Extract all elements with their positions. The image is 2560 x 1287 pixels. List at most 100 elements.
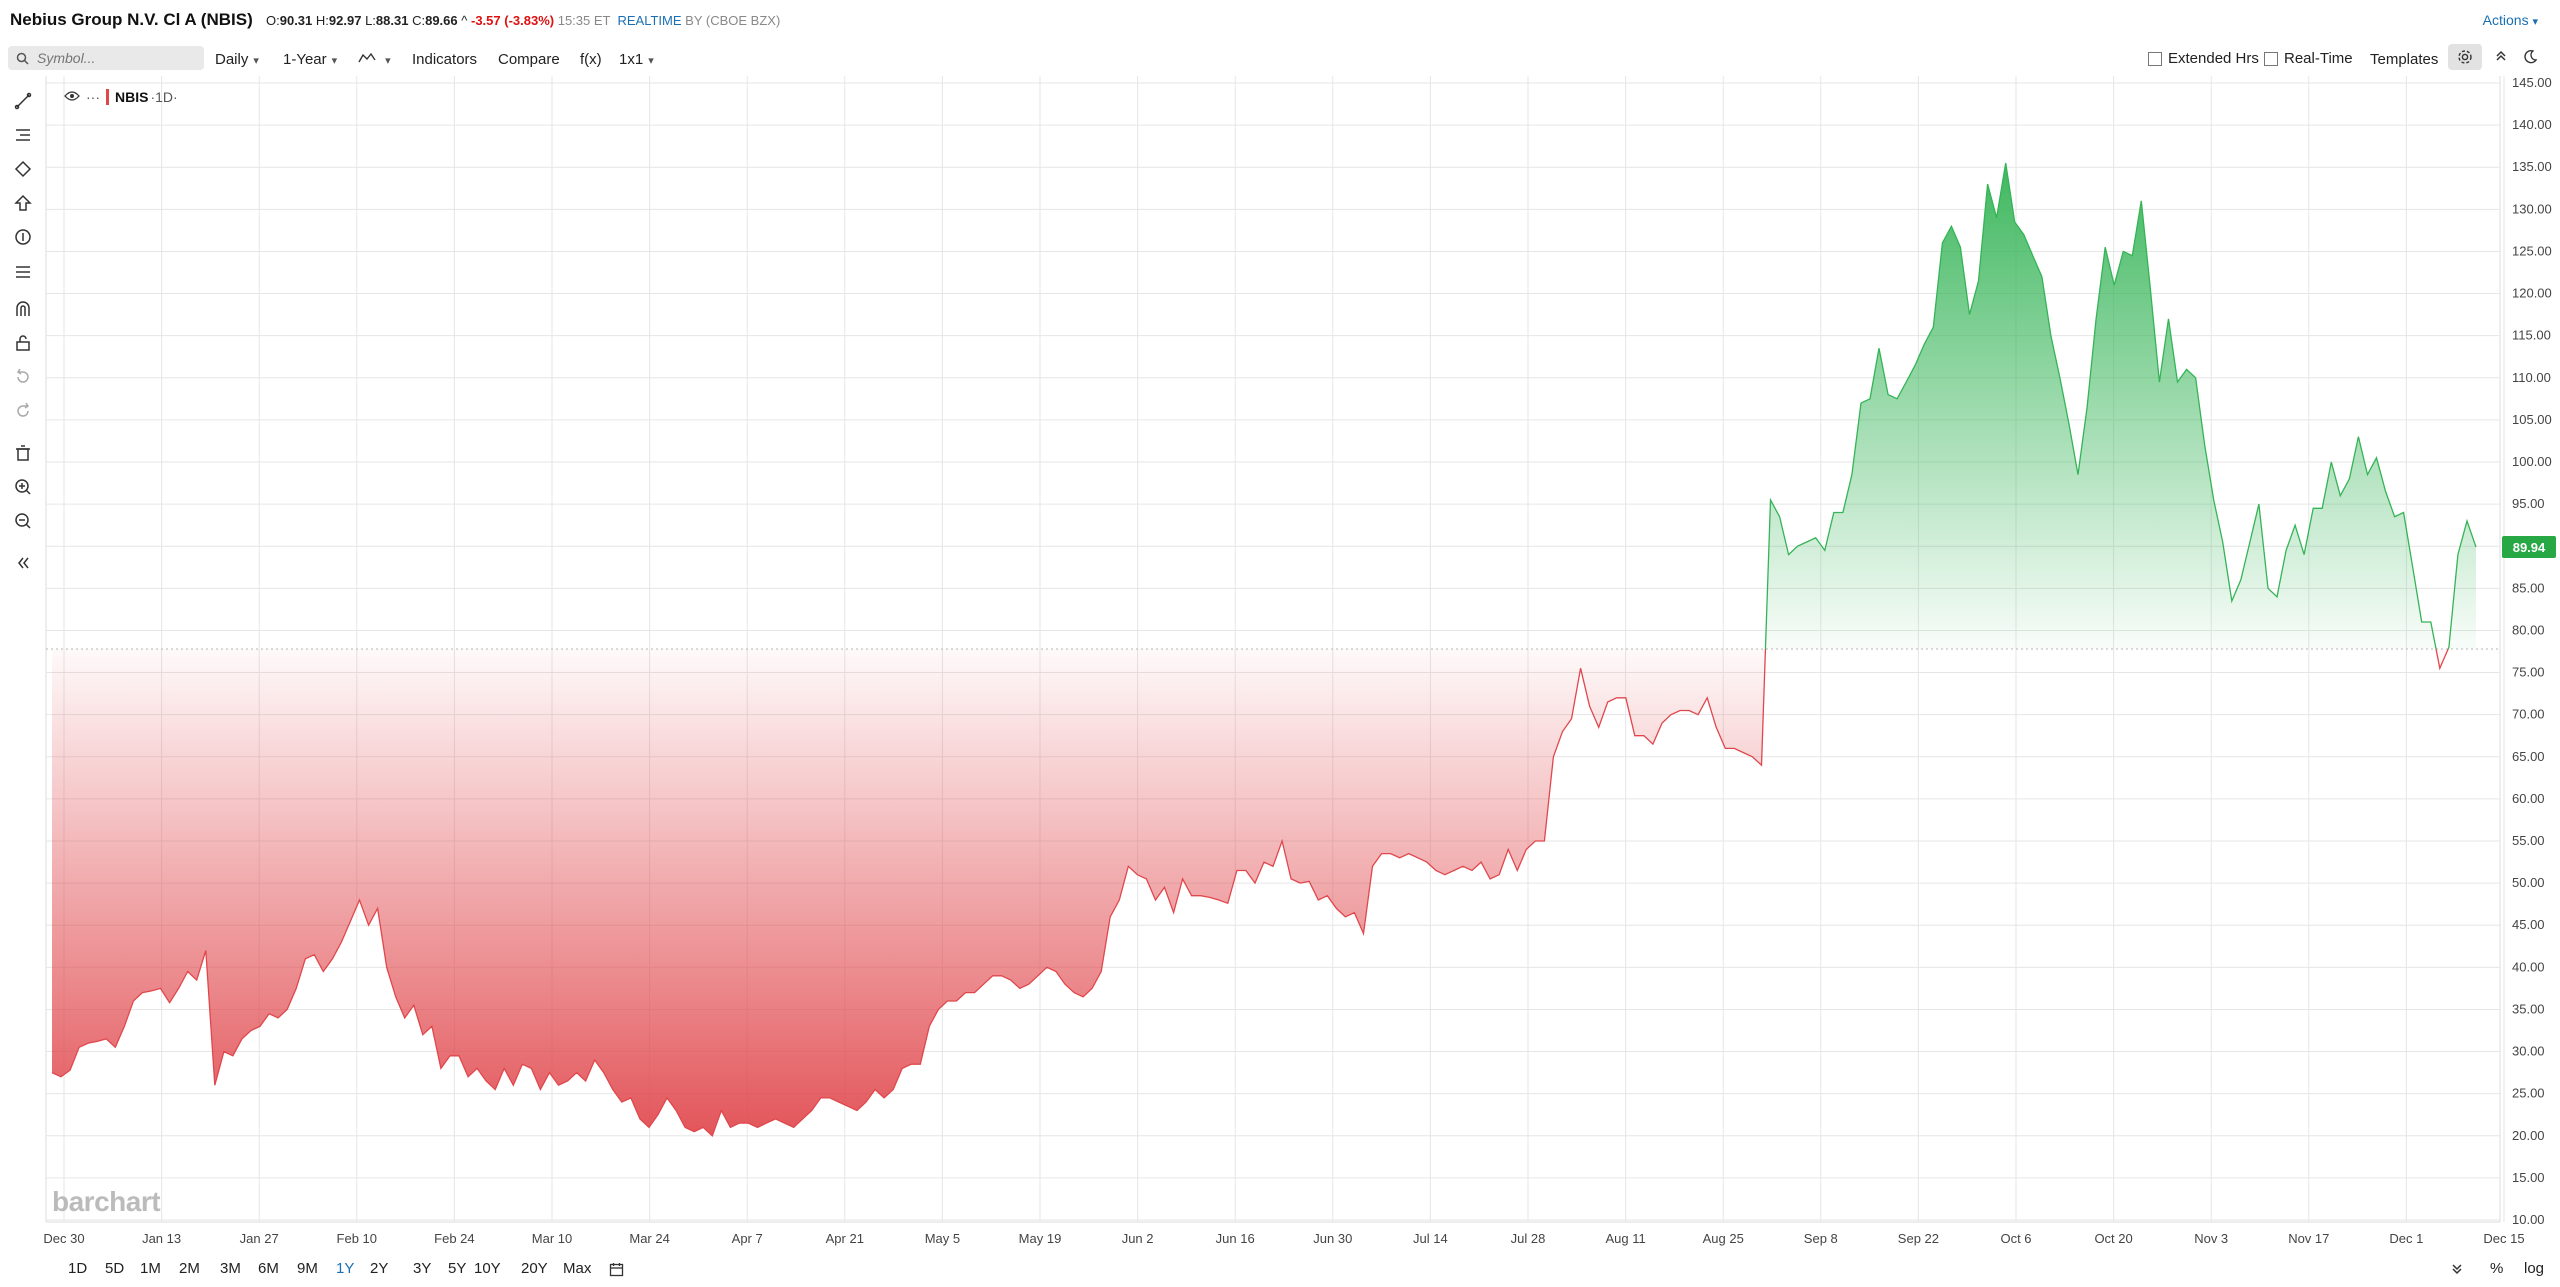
layout-label: 1x1	[619, 51, 644, 68]
undo-icon	[16, 368, 29, 383]
indicators-button[interactable]: Indicators	[412, 51, 478, 68]
y-tick-label: 105.00	[2512, 412, 2552, 427]
x-tick-label: Jul 14	[1413, 1231, 1448, 1246]
zoom-out-button[interactable]	[12, 510, 34, 532]
x-tick-label: Jun 30	[1313, 1231, 1352, 1246]
low-label: L:	[365, 13, 376, 28]
change-value: -3.57 (-3.83%)	[471, 13, 555, 28]
y-tick-label: 70.00	[2512, 707, 2545, 722]
symbol-search[interactable]	[8, 46, 204, 70]
extended-hours-toggle[interactable]: Extended Hrs	[2148, 50, 2259, 67]
gear-icon	[2458, 50, 2472, 64]
line-chart-icon	[358, 52, 376, 63]
fibonacci-icon	[16, 129, 30, 141]
lock-tool[interactable]	[12, 332, 34, 354]
calendar-button[interactable]	[609, 1262, 624, 1282]
y-tick-label: 45.00	[2512, 917, 2545, 932]
fib-tool[interactable]	[12, 124, 34, 146]
annotation-tool[interactable]	[12, 226, 34, 248]
legend-menu[interactable]: ···	[86, 89, 100, 105]
y-tick-label: 15.00	[2512, 1170, 2545, 1185]
page-title: Nebius Group N.V. Cl A (NBIS)	[10, 10, 253, 29]
range-5d[interactable]: 5D	[105, 1260, 125, 1277]
numbered-circle-icon	[15, 229, 31, 245]
layout-dropdown[interactable]: 1x1	[619, 51, 654, 68]
realtime-link[interactable]: REALTIME	[617, 13, 682, 28]
close-value: 89.66	[425, 13, 458, 28]
y-tick-label: 75.00	[2512, 665, 2545, 680]
actions-label: Actions	[2482, 12, 2529, 28]
magnet-icon	[16, 301, 30, 316]
interval-dropdown[interactable]: Daily	[215, 51, 259, 68]
moon-icon	[2524, 49, 2538, 64]
range-6m[interactable]: 6M	[258, 1260, 279, 1277]
range-2y[interactable]: 2Y	[370, 1260, 389, 1277]
undo-button[interactable]	[12, 366, 34, 388]
redo-button[interactable]	[12, 400, 34, 422]
ohlc-readout: O:90.31 H:92.97 L:88.31 C:89.66 ^ -3.57 …	[266, 13, 780, 28]
high-value: 92.97	[328, 13, 362, 28]
x-tick-label: Dec 1	[2389, 1231, 2423, 1246]
zoom-in-button[interactable]	[12, 476, 34, 498]
x-tick-label: Jul 28	[1511, 1231, 1546, 1246]
range-3m[interactable]: 3M	[220, 1260, 241, 1277]
function-button[interactable]: f(x)	[580, 51, 602, 68]
eye-icon[interactable]	[64, 89, 80, 105]
collapse-sidebar-button[interactable]	[12, 552, 34, 574]
dark-mode-button[interactable]	[2522, 49, 2538, 69]
shape-icon	[14, 160, 32, 178]
y-tick-label: 80.00	[2512, 622, 2545, 637]
symbol-input[interactable]	[35, 49, 199, 67]
period-dropdown[interactable]: 1-Year	[283, 51, 337, 68]
y-tick-label: 110.00	[2512, 370, 2551, 385]
zoom-in-icon	[15, 479, 31, 495]
range-20y[interactable]: 20Y	[521, 1260, 548, 1277]
trendline-tool[interactable]	[12, 90, 34, 112]
range-9m[interactable]: 9M	[297, 1260, 318, 1277]
shape-tool[interactable]	[12, 158, 34, 180]
search-icon	[16, 52, 29, 65]
collapse-toolbar-button[interactable]	[2494, 49, 2508, 67]
area-above-baseline	[1765, 163, 2476, 649]
series-color-swatch	[106, 89, 109, 105]
y-tick-label: 40.00	[2512, 959, 2545, 974]
range-1d[interactable]: 1D	[68, 1260, 88, 1277]
x-tick-label: Dec 30	[43, 1231, 84, 1246]
unlock-icon	[16, 335, 30, 351]
close-label: C:	[412, 13, 426, 28]
real-time-toggle[interactable]: Real-Time	[2264, 50, 2353, 67]
y-tick-label: 30.00	[2512, 1044, 2545, 1059]
chart-toolbar: Daily 1-Year Indicators Compare f(x) 1x1…	[0, 42, 2560, 76]
measure-tool[interactable]	[12, 260, 34, 282]
templates-button[interactable]: Templates	[2370, 51, 2439, 68]
scroll-to-latest-button[interactable]	[2450, 1262, 2464, 1281]
x-tick-label: Feb 10	[337, 1231, 377, 1246]
range-max[interactable]: Max	[563, 1260, 592, 1277]
x-tick-label: Apr 7	[732, 1231, 763, 1246]
range-1m[interactable]: 1M	[140, 1260, 161, 1277]
magnet-tool[interactable]	[12, 298, 34, 320]
x-tick-label: Jan 27	[240, 1231, 279, 1246]
delete-drawings-button[interactable]	[12, 442, 34, 464]
actions-menu[interactable]: Actions ▾	[2483, 12, 2538, 28]
settings-button[interactable]	[2448, 44, 2482, 70]
arrow-tool[interactable]	[12, 192, 34, 214]
percent-scale-toggle[interactable]: %	[2490, 1260, 2504, 1277]
chart-type-dropdown[interactable]	[358, 51, 391, 68]
x-tick-label: Oct 6	[2000, 1231, 2031, 1246]
open-value: 90.31	[279, 13, 313, 28]
chart-areas	[51, 162, 2477, 1137]
y-tick-label: 135.00	[2512, 159, 2552, 174]
x-tick-label: Nov 17	[2288, 1231, 2329, 1246]
compare-button[interactable]: Compare	[498, 51, 560, 68]
log-scale-toggle[interactable]: log	[2524, 1260, 2545, 1277]
range-2m[interactable]: 2M	[179, 1260, 200, 1277]
range-1y[interactable]: 1Y	[336, 1260, 355, 1277]
range-3y[interactable]: 3Y	[413, 1260, 432, 1277]
range-10y[interactable]: 10Y	[474, 1260, 501, 1277]
calendar-icon	[609, 1263, 624, 1277]
range-5y[interactable]: 5Y	[448, 1260, 467, 1277]
quote-time: 15:35 ET	[557, 13, 611, 28]
checkbox-icon	[2148, 51, 2162, 66]
